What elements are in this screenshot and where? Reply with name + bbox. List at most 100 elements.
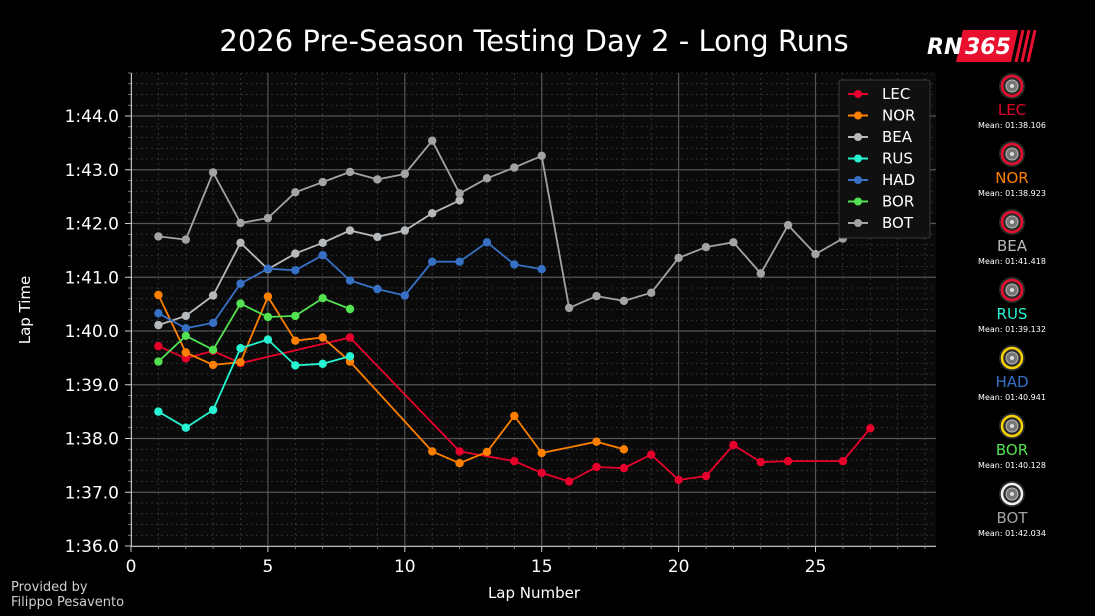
data-point [482,447,492,457]
data-point [318,359,327,368]
series-nor [154,290,629,468]
chart-title: 2026 Pre-Season Testing Day 2 - Long Run… [219,24,848,58]
data-point [236,238,245,247]
driver-mean: Mean: 01:40.941 [978,393,1046,402]
logo-stripe [1026,29,1037,63]
data-point [318,251,327,260]
y-tick-label: 1:39.0 [65,376,119,396]
driver-mean: Mean: 01:42.034 [978,529,1046,538]
x-tick-label: 25 [805,557,827,577]
data-point [455,459,464,468]
driver-mean: Mean: 01:39.132 [978,325,1046,334]
data-point [181,423,190,432]
y-tick-label: 1:37.0 [65,483,119,503]
data-point [510,163,519,172]
data-point [181,324,190,333]
y-tick-label: 1:38.0 [65,430,119,450]
data-point [455,257,464,266]
tyre-compound-ring [1000,210,1024,234]
x-tick-label: 15 [531,557,553,577]
tyre-hub [1010,424,1014,428]
tyre-icon [999,413,1025,439]
data-point [291,266,300,275]
tyre-hub [1010,152,1014,156]
data-point [428,257,437,266]
driver-mean: Mean: 01:38.106 [978,121,1046,130]
series-bot [154,136,848,313]
data-point [318,294,327,303]
tyre-compound-ring [1000,482,1024,506]
data-point [181,311,190,321]
legend-swatch-marker [854,219,862,227]
data-point [154,357,163,366]
driver-code: BOR [995,441,1029,459]
data-point [428,447,437,456]
data-point [345,226,355,235]
tyre-icon [999,345,1025,371]
data-point [510,456,519,466]
data-point [783,220,793,230]
y-tick-label: 1:40.0 [65,322,119,342]
data-point [428,136,437,145]
data-point [154,320,163,330]
y-axis-label: Lap Time [16,276,34,345]
tyre-icon [999,141,1025,167]
data-point [564,477,574,486]
data-point [373,284,382,294]
data-point [208,291,218,300]
legend-label: BEA [882,128,913,146]
data-point [537,265,546,274]
data-point [263,264,273,273]
data-point [400,291,409,300]
driver-card-had: HAD Mean: 01:40.941 [960,344,1064,403]
tyre-icon [999,209,1025,235]
series-had [154,238,546,333]
data-point [373,232,382,242]
credit-line-1: Provided by [11,580,88,595]
tyre-hub [1010,288,1014,292]
data-point [291,311,300,321]
data-point [647,450,656,459]
data-point [318,333,327,342]
legend-item-bea: BEA [848,128,913,146]
x-axis-label: Lap Number [488,584,581,602]
data-point [647,288,656,297]
legend-item-nor: NOR [848,107,915,125]
tyre-hub [1010,356,1014,360]
data-point [208,360,218,370]
data-point [400,226,409,235]
data-point [263,292,273,301]
tyre-compound-ring [1000,74,1024,98]
data-point [318,177,327,187]
legend-item-rus: RUS [848,150,913,168]
data-point [263,335,273,344]
data-point [510,411,519,421]
legend-box [838,79,931,239]
data-point [291,336,300,345]
y-tick-label: 1:42.0 [65,215,119,235]
legend-item-bor: BOR [848,193,914,211]
grid-layer [130,72,936,547]
data-point [619,296,629,306]
data-point [181,235,190,244]
data-point [236,279,245,288]
driver-card-bot: BOT Mean: 01:42.034 [960,480,1064,539]
legend-label: NOR [882,107,915,125]
data-point [345,276,355,285]
data-point [263,312,273,322]
data-point [263,213,273,223]
legend-label: BOR [882,193,914,211]
data-point [154,341,163,351]
legend-label: RUS [882,150,913,168]
data-point [236,344,245,353]
tyre-compound-ring [1000,142,1024,166]
tyre-hub [1010,220,1014,224]
data-point [592,291,601,301]
logo-stripe [1020,29,1031,63]
x-tick-label: 0 [126,557,137,577]
legend-label: BOT [882,214,914,232]
data-point [373,175,382,184]
data-point [428,209,437,218]
data-point [756,269,765,278]
